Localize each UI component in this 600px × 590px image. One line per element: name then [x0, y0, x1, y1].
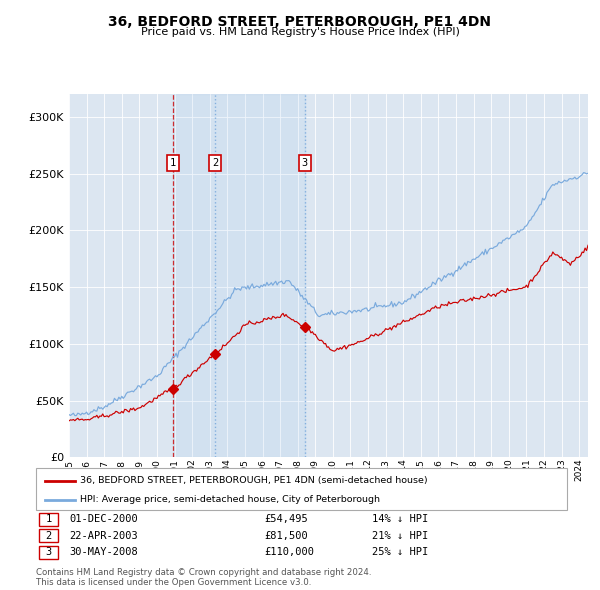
Text: £54,495: £54,495 — [264, 514, 308, 524]
Text: 25% ↓ HPI: 25% ↓ HPI — [372, 548, 428, 557]
Text: Price paid vs. HM Land Registry's House Price Index (HPI): Price paid vs. HM Land Registry's House … — [140, 27, 460, 37]
Text: £81,500: £81,500 — [264, 531, 308, 540]
Text: 01-DEC-2000: 01-DEC-2000 — [69, 514, 138, 524]
Text: £110,000: £110,000 — [264, 548, 314, 557]
Text: 1: 1 — [170, 158, 176, 168]
Bar — [173, 94, 305, 457]
Text: 14% ↓ HPI: 14% ↓ HPI — [372, 514, 428, 524]
Text: 21% ↓ HPI: 21% ↓ HPI — [372, 531, 428, 540]
Text: 22-APR-2003: 22-APR-2003 — [69, 531, 138, 540]
Text: 1: 1 — [46, 514, 52, 524]
Text: 30-MAY-2008: 30-MAY-2008 — [69, 548, 138, 557]
Text: 2: 2 — [212, 158, 218, 168]
Text: 2: 2 — [46, 531, 52, 540]
Text: Contains HM Land Registry data © Crown copyright and database right 2024.: Contains HM Land Registry data © Crown c… — [36, 568, 371, 577]
Text: HPI: Average price, semi-detached house, City of Peterborough: HPI: Average price, semi-detached house,… — [80, 495, 380, 504]
Text: 36, BEDFORD STREET, PETERBOROUGH, PE1 4DN: 36, BEDFORD STREET, PETERBOROUGH, PE1 4D… — [109, 15, 491, 29]
Text: 3: 3 — [302, 158, 308, 168]
Text: 36, BEDFORD STREET, PETERBOROUGH, PE1 4DN (semi-detached house): 36, BEDFORD STREET, PETERBOROUGH, PE1 4D… — [80, 476, 427, 485]
Text: 3: 3 — [46, 548, 52, 557]
Text: This data is licensed under the Open Government Licence v3.0.: This data is licensed under the Open Gov… — [36, 578, 311, 587]
